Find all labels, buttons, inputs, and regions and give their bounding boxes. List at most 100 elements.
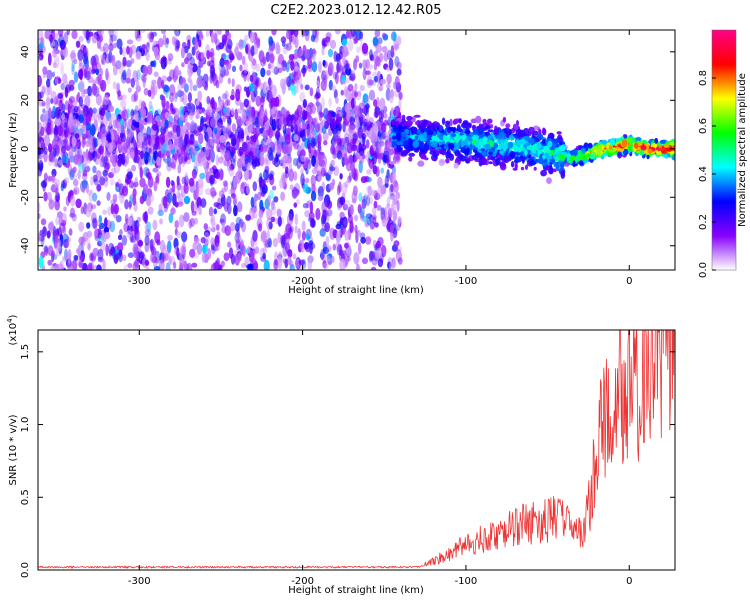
heatmap-cell — [282, 60, 287, 68]
heatmap-cell — [341, 75, 346, 84]
heatmap-cell — [219, 70, 226, 78]
heatmap-cell — [344, 180, 349, 188]
heatmap-cell — [380, 78, 386, 85]
heatmap-cell — [42, 226, 46, 236]
heatmap-cell — [365, 139, 370, 149]
heatmap-cell — [310, 190, 317, 202]
heatmap-cell — [307, 258, 313, 270]
heatmap-cell — [309, 201, 314, 214]
heatmap-cell — [270, 216, 276, 223]
heatmap-cell — [43, 191, 48, 202]
heatmap-cell — [273, 66, 279, 75]
heatmap-cell — [54, 32, 59, 40]
heatmap-cell — [339, 258, 346, 270]
heatmap-cell — [438, 158, 446, 167]
heatmap-cell — [473, 128, 479, 135]
heatmap-cell — [354, 83, 358, 91]
heatmap-cell — [285, 61, 290, 73]
heatmap-cell — [460, 140, 465, 148]
heatmap-cell — [78, 35, 84, 43]
heatmap-cell — [204, 170, 209, 175]
heatmap-cell — [458, 118, 462, 124]
heatmap-cell — [469, 144, 473, 151]
heatmap-cell — [169, 69, 175, 80]
heatmap-cell — [357, 90, 362, 97]
heatmap-cell — [302, 109, 307, 121]
heatmap-cell — [194, 217, 198, 225]
heatmap-cell — [244, 34, 249, 41]
heatmap-cell — [103, 94, 109, 106]
heatmap-cell — [162, 33, 167, 46]
heatmap-cell — [316, 80, 320, 88]
heatmap-cell — [67, 261, 72, 270]
heatmap-cell — [177, 163, 182, 174]
heatmap-cell — [218, 190, 225, 198]
heatmap-cell — [414, 135, 419, 141]
heatmap-cell — [336, 244, 343, 256]
heatmap-cell — [391, 173, 395, 183]
heatmap-cell — [120, 99, 127, 109]
x-tick-label: -100 — [455, 276, 478, 287]
heatmap-cell — [243, 98, 249, 108]
heatmap-cell — [389, 160, 396, 165]
heatmap-cell — [280, 106, 286, 115]
heatmap-cell — [266, 69, 271, 76]
heatmap-cell — [141, 74, 147, 83]
heatmap-cell — [414, 148, 419, 153]
heatmap-cell — [102, 209, 107, 215]
heatmap-cell — [211, 227, 216, 233]
heatmap-cell — [264, 121, 270, 131]
heatmap-cell — [158, 38, 164, 48]
heatmap-cell — [298, 76, 303, 86]
heatmap-cell — [112, 193, 118, 200]
heatmap-cell — [230, 157, 236, 170]
heatmap-cell — [387, 141, 392, 148]
heatmap-cell — [317, 175, 322, 181]
heatmap-cell — [135, 51, 142, 60]
y-tick-label: 1.5 — [20, 344, 31, 360]
colorbar-tick-label: 0.4 — [698, 166, 709, 182]
heatmap-cell — [366, 195, 371, 207]
heatmap-cell — [268, 35, 273, 47]
heatmap-cell — [227, 241, 232, 248]
heatmap-cell — [230, 253, 236, 265]
heatmap-cell — [506, 156, 512, 162]
heatmap-cell — [133, 251, 139, 259]
heatmap-cell — [140, 150, 144, 160]
heatmap-cell — [113, 162, 121, 174]
heatmap-cell — [394, 43, 400, 50]
heatmap-cell — [293, 30, 299, 38]
heatmap-cell — [226, 99, 231, 106]
heatmap-cell — [237, 253, 242, 262]
heatmap-cell — [147, 134, 151, 146]
heatmap-cell — [322, 259, 327, 269]
heatmap-cell — [321, 125, 327, 134]
heatmap-cell — [174, 220, 179, 229]
heatmap-cell — [120, 133, 126, 143]
heatmap-cell — [177, 83, 182, 92]
heatmap-cell — [180, 77, 187, 84]
heatmap-cell — [363, 132, 368, 138]
heatmap-cell — [63, 121, 68, 135]
heatmap-cell — [210, 214, 216, 228]
heatmap-cell — [157, 209, 164, 217]
heatmap-cell — [176, 124, 181, 137]
heatmap-cell — [431, 153, 438, 162]
heatmap-cell — [344, 242, 349, 249]
heatmap-cell — [182, 93, 188, 106]
heatmap-cell — [231, 78, 235, 88]
heatmap-cell — [215, 171, 221, 180]
heatmap-cell — [207, 247, 211, 260]
y-tick-label: 20 — [20, 94, 31, 107]
heatmap-cell — [128, 200, 132, 210]
heatmap-cell — [109, 34, 114, 46]
heatmap-cell — [381, 32, 387, 39]
heatmap-cell — [109, 220, 116, 233]
heatmap-cell — [57, 93, 64, 99]
heatmap-cell — [280, 191, 285, 201]
y-tick-label: 1.0 — [20, 417, 31, 433]
heatmap-cell — [336, 184, 341, 196]
heatmap-cell — [261, 230, 268, 242]
heatmap-cell — [312, 117, 317, 124]
heatmap-cell — [209, 99, 214, 109]
